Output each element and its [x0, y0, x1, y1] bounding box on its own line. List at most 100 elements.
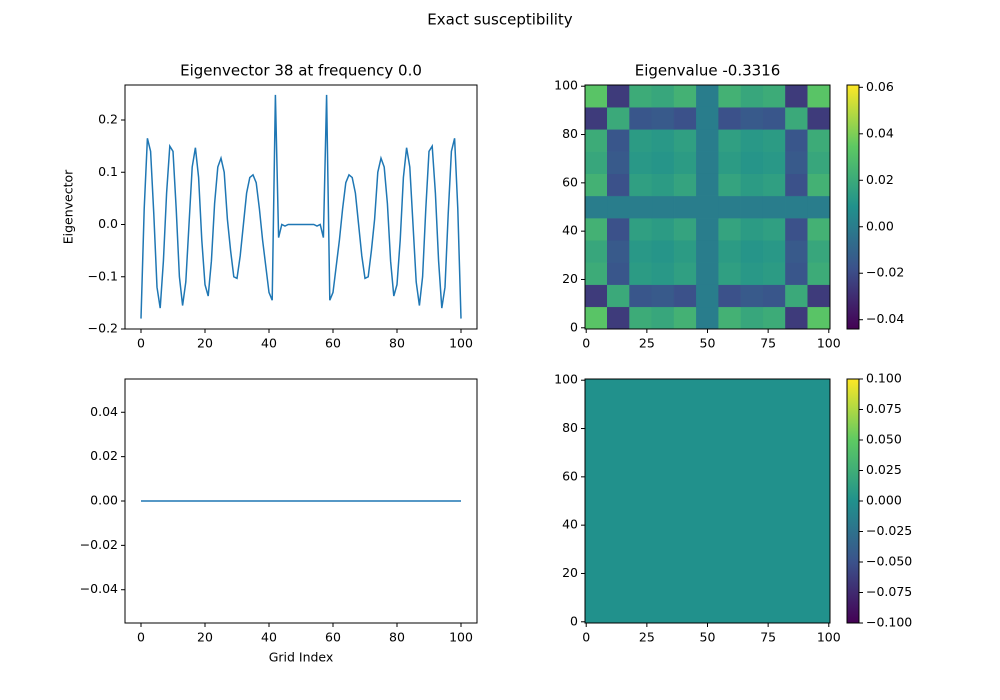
heatmap-cell	[696, 195, 719, 219]
data-line	[140, 94, 462, 319]
x-tick-label: 40	[261, 336, 277, 351]
heatmap-cell	[807, 306, 831, 330]
heatmap-cell	[696, 284, 719, 308]
heatmap-cell	[785, 262, 808, 285]
x-tick-label: 100	[449, 630, 473, 645]
heatmap-cell	[673, 217, 697, 241]
x-tick-label: 0	[137, 630, 145, 645]
x-tick-label: 50	[700, 336, 716, 351]
heatmap-cell	[785, 195, 808, 219]
heatmap-cell	[718, 306, 742, 330]
heatmap-cell	[629, 195, 653, 219]
heatmap-cell	[740, 84, 764, 108]
colorbar-tick-label: −0.100	[866, 615, 912, 630]
heatmap-cell	[607, 151, 630, 174]
heatmap-cell	[740, 195, 764, 219]
x-tick-label: 80	[389, 336, 405, 351]
heatmap-cell	[740, 306, 764, 330]
heatmap-cell	[807, 240, 831, 263]
heatmap-cell	[762, 240, 786, 263]
x-tick-label: 20	[197, 630, 213, 645]
heatmap-cell	[607, 284, 630, 308]
heatmap-cell	[584, 262, 608, 285]
colorbar-tick-label: 0.025	[866, 462, 902, 477]
colorbar-frame	[846, 84, 860, 330]
heatmap-cell	[673, 306, 697, 330]
colorbar	[847, 379, 859, 623]
x-tick-label: 50	[700, 630, 716, 645]
x-tick-label: 100	[817, 630, 841, 645]
y-axis-label: Eigenvector	[61, 169, 76, 244]
heatmap-cell	[740, 240, 764, 263]
axes-frame	[584, 84, 831, 330]
heatmap-cell	[651, 84, 675, 108]
heatmap-cell	[607, 262, 630, 285]
colorbar-frame	[846, 378, 860, 624]
heatmap-cell	[740, 173, 764, 197]
heatmap-cell	[673, 129, 697, 152]
y-tick-label: 60	[562, 468, 578, 483]
heatmap-cell	[673, 106, 697, 130]
heatmap-cell	[629, 84, 653, 108]
y-tick-label: 0.02	[90, 448, 118, 463]
heatmap-cell	[762, 217, 786, 241]
y-tick-label: 0.2	[98, 112, 118, 127]
colorbar-tick-label: 0.000	[866, 493, 902, 508]
x-tick-label: 40	[261, 630, 277, 645]
heatmap-cell	[718, 106, 742, 130]
heatmap-cell	[607, 84, 630, 108]
heatmap-cell	[673, 240, 697, 263]
heatmap-cell	[696, 129, 719, 152]
axes-title: Eigenvalue -0.3316	[635, 62, 781, 80]
heatmap-cell	[740, 262, 764, 285]
heatmap-cell	[807, 106, 831, 130]
colorbar-tick-label: 0.050	[866, 432, 902, 447]
heatmap-cell	[629, 173, 653, 197]
heatmap-cell	[762, 151, 786, 174]
heatmap-cell	[607, 240, 630, 263]
heatmap-cell	[718, 151, 742, 174]
heatmap-cell	[740, 284, 764, 308]
y-tick-label: 40	[562, 517, 578, 532]
heatmap-cell	[785, 217, 808, 241]
y-tick-label: 0.1	[98, 164, 118, 179]
heatmap-cell	[607, 129, 630, 152]
heatmap-cell	[629, 106, 653, 130]
heatmap-cell	[584, 217, 608, 241]
y-tick-label: 80	[562, 126, 578, 141]
x-tick-label: 75	[760, 336, 776, 351]
axes-frame	[124, 378, 478, 624]
x-tick-label: 0	[137, 336, 145, 351]
heatmap-cell	[718, 129, 742, 152]
x-tick-label: 60	[325, 336, 341, 351]
heatmap-cell	[740, 129, 764, 152]
heatmap-cell	[718, 240, 742, 263]
heatmap-cell	[584, 284, 608, 308]
heatmap-cell	[651, 240, 675, 263]
heatmap-cell	[718, 284, 742, 308]
heatmap-cell	[651, 195, 675, 219]
colorbar-tick-label: 0.04	[866, 125, 894, 140]
y-tick-label: 80	[562, 420, 578, 435]
heatmap-cell	[607, 173, 630, 197]
y-tick-label: 0.00	[90, 493, 118, 508]
y-tick-label: 0	[570, 613, 578, 628]
heatmap-cell	[762, 129, 786, 152]
x-tick-label: 75	[760, 630, 776, 645]
heatmap-cell	[651, 284, 675, 308]
heatmap-cell	[762, 195, 786, 219]
heatmap-cell	[718, 262, 742, 285]
heatmap-cell	[807, 151, 831, 174]
y-tick-label: 40	[562, 223, 578, 238]
colorbar-tick-label: −0.075	[866, 584, 912, 599]
axes-title: Eigenvector 38 at frequency 0.0	[180, 62, 422, 80]
heatmap-cell	[629, 129, 653, 152]
x-axis-label: Grid Index	[269, 650, 334, 665]
heatmap-cell	[696, 262, 719, 285]
heatmap-cell	[718, 173, 742, 197]
heatmap-cell	[762, 173, 786, 197]
heatmap-cell	[740, 217, 764, 241]
figure-title: Exact susceptibility	[427, 11, 573, 29]
heatmap-cell	[584, 106, 608, 130]
